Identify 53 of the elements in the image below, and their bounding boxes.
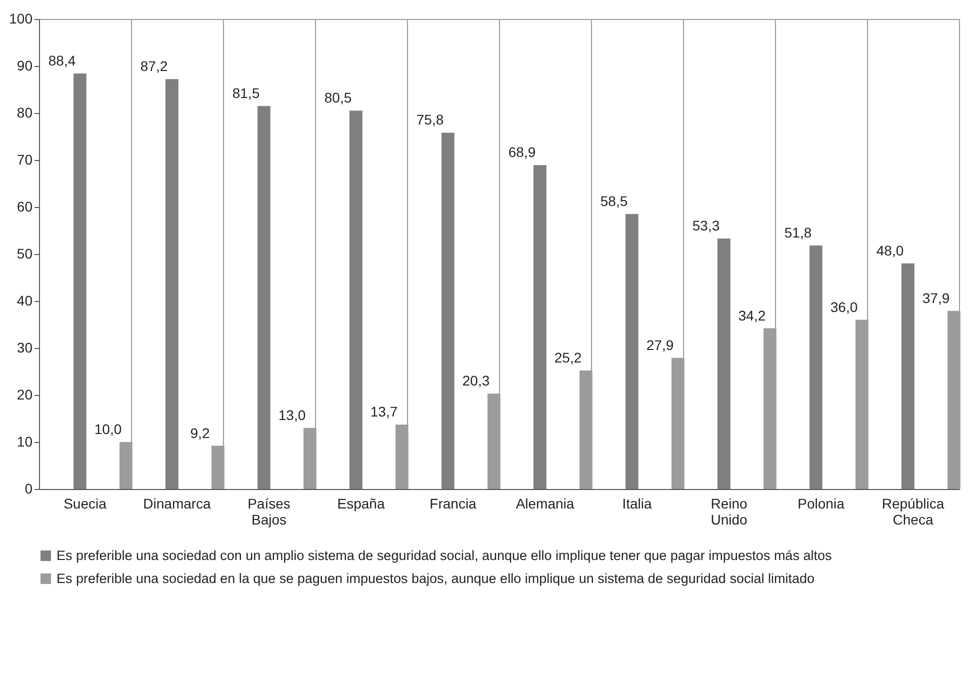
text: 68,9 <box>508 144 536 160</box>
text: 13,0 <box>278 406 306 423</box>
text: 81,5 <box>232 84 260 101</box>
text: 58,5 <box>600 193 628 210</box>
text: 88,4 <box>48 52 76 69</box>
y-tick-label: 90 <box>16 58 33 74</box>
bar <box>810 246 822 489</box>
text: 75,8 <box>416 112 444 128</box>
bar <box>350 110 362 489</box>
legend-label: Es preferible una sociedad en la que se paguen impuestos bajos, aunque ello implique un sistema de seguridad social limitado <box>56 570 814 586</box>
y-tick-label: 0 <box>24 480 33 496</box>
bar <box>902 263 914 489</box>
y-tick-label: 100 <box>9 10 33 26</box>
x-tick-label: Italia <box>622 496 652 512</box>
text: 27,9 <box>646 336 674 353</box>
bar <box>74 74 86 489</box>
x-tick-label: Dinamarca <box>143 496 212 512</box>
text: 36,0 <box>830 298 858 315</box>
y-tick-label: 60 <box>16 198 33 214</box>
text: 48,0 <box>876 242 904 258</box>
x-tick-label: Suecia <box>64 496 107 512</box>
text: 13,7 <box>370 404 398 420</box>
text: 37,9 <box>922 290 950 306</box>
y-tick-label: 20 <box>16 386 33 402</box>
text: 80,5 <box>324 90 352 106</box>
text: 34,2 <box>738 307 766 324</box>
x-tick-label: Alemania <box>516 496 574 512</box>
text: 53,3 <box>692 217 720 234</box>
x-tick-label: Reino Unido <box>710 496 748 528</box>
y-tick-label: 40 <box>16 292 33 308</box>
legend-label: Es preferible una sociedad con un amplio sistema de seguridad social, aunque ello implique tener que pagar impuestos más altos <box>56 548 832 563</box>
x-tick-label: República Checa <box>882 496 944 528</box>
x-tick-label: Países Bajos <box>248 496 290 528</box>
text: 9,2 <box>190 424 210 441</box>
y-tick-label: 50 <box>16 246 33 262</box>
y-tick-label: 30 <box>16 340 33 356</box>
y-tick-label: 70 <box>16 152 33 168</box>
x-tick-label: Polonia <box>798 496 845 512</box>
text: 51,8 <box>784 224 812 241</box>
x-tick-label: Francia <box>430 496 477 512</box>
bar <box>166 79 178 489</box>
text: 87,2 <box>140 58 168 74</box>
bar <box>258 106 270 489</box>
bar <box>718 238 730 489</box>
text: 25,2 <box>554 350 582 366</box>
bar <box>442 132 454 489</box>
y-tick-label: 80 <box>16 104 33 120</box>
x-tick-label: España <box>337 496 385 512</box>
bar <box>534 165 546 489</box>
text: 20,3 <box>462 372 490 389</box>
y-tick-label: 10 <box>16 434 33 450</box>
bar <box>626 214 638 489</box>
text: 10,0 <box>94 421 122 437</box>
